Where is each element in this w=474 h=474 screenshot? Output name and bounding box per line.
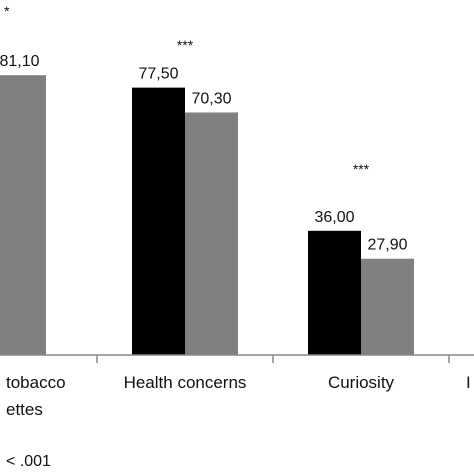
significance-marker-cat2: *** <box>353 161 370 177</box>
category-label-3-fragment: I <box>466 373 471 392</box>
bars-layer <box>0 75 414 355</box>
category-label-0-line2: ettes <box>6 400 43 419</box>
value-labels-layer: 81,10 77,50 70,30 36,00 27,90 <box>0 53 408 254</box>
value-label-series1-cat2: 27,90 <box>367 237 407 254</box>
bar-series1-cat2 <box>361 258 414 355</box>
footnote: < .001 <box>6 453 51 470</box>
bar-series1-cat0 <box>0 75 46 355</box>
value-label-series1-cat1: 70,30 <box>191 90 231 107</box>
significance-layer: ******* <box>4 3 370 177</box>
significance-marker-cat1: *** <box>177 37 194 53</box>
significance-marker-cat0: * <box>4 3 10 19</box>
value-label-series0-cat1: 77,50 <box>138 66 178 83</box>
category-label-2: Curiosity <box>328 373 395 392</box>
category-label-1: Health concerns <box>124 373 247 392</box>
x-axis-ticks <box>96 355 450 363</box>
value-label-series1-cat0: 81,10 <box>0 53 40 70</box>
bar-series0-cat2 <box>308 230 361 355</box>
value-label-series0-cat2: 36,00 <box>314 209 354 226</box>
category-label-0-line1: tobacco <box>6 373 66 392</box>
bar-series0-cat1 <box>132 87 185 355</box>
bar-series1-cat1 <box>185 112 238 355</box>
